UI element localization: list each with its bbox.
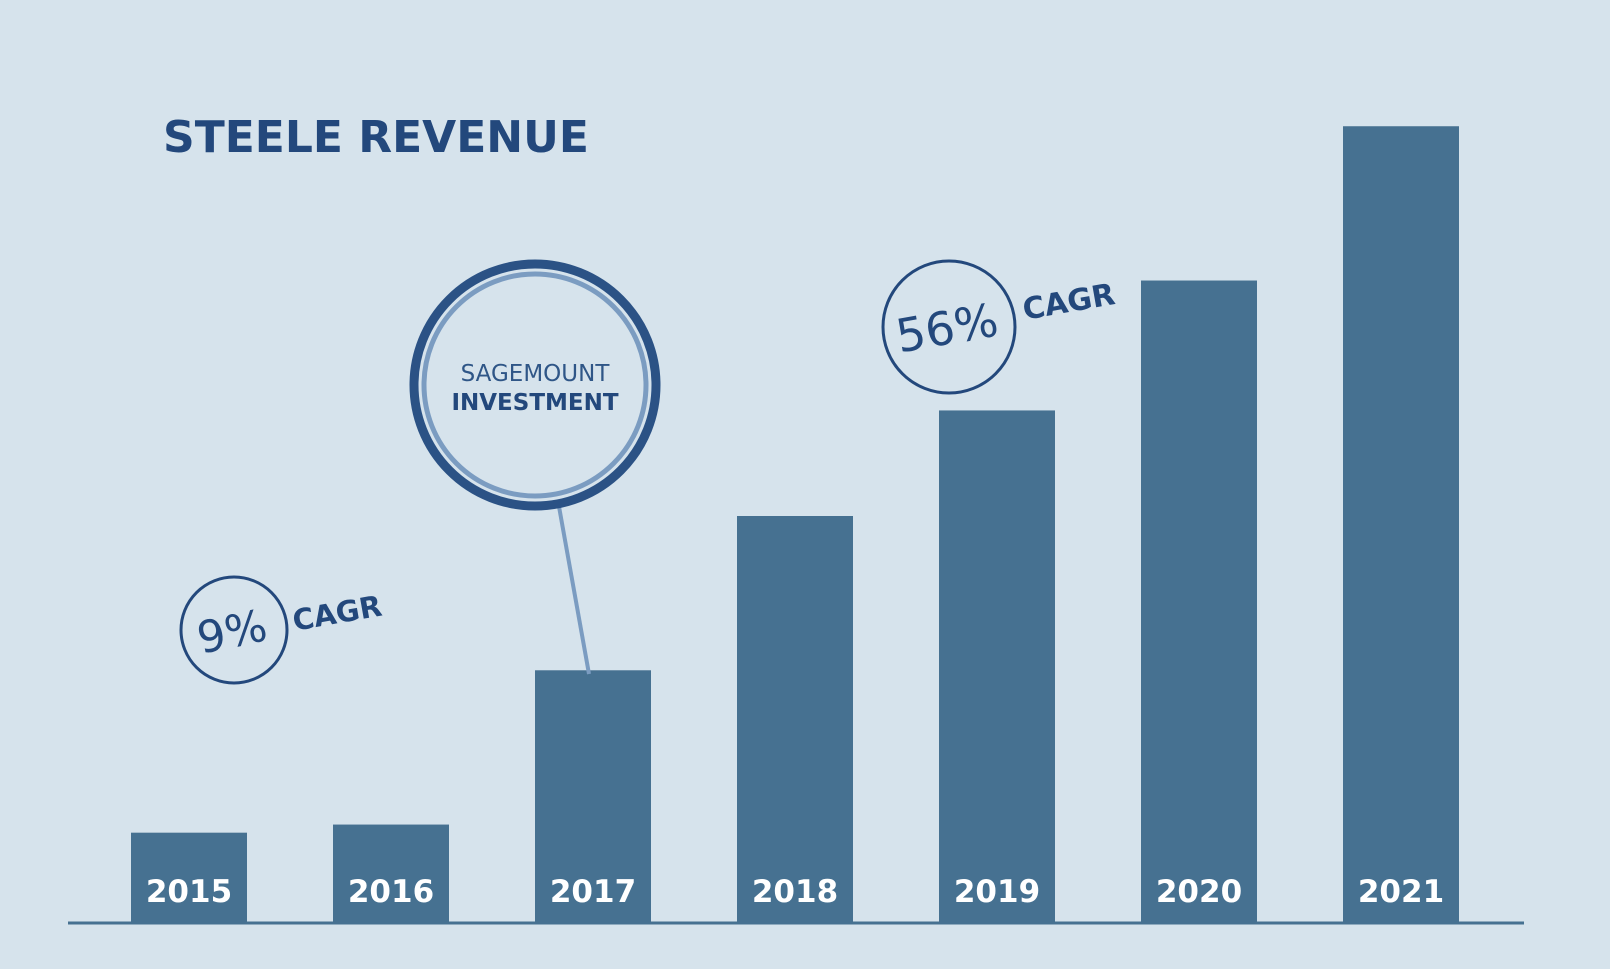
bar-label-2019: 2019 bbox=[954, 874, 1040, 910]
investment-label-line1: SAGEMOUNT bbox=[461, 361, 611, 387]
bar-2019 bbox=[939, 410, 1055, 922]
bar-label-2015: 2015 bbox=[146, 874, 232, 910]
cagr-late-circle bbox=[881, 259, 1017, 395]
investment-ring-inner bbox=[421, 271, 649, 499]
cagr-annotation-late: 56% CAGR bbox=[881, 259, 1118, 395]
cagr-late-label: CAGR bbox=[1020, 277, 1118, 328]
investment-callout: SAGEMOUNT INVESTMENT bbox=[409, 259, 661, 675]
bar-2021 bbox=[1343, 126, 1459, 923]
cagr-early-label: CAGR bbox=[290, 589, 384, 638]
bars-group: 2015 2016 2017 2018 2019 2020 2021 bbox=[131, 126, 1459, 923]
cagr-early-percent: 9% bbox=[193, 600, 272, 664]
bar-2020 bbox=[1141, 280, 1257, 922]
investment-label-line2: INVESTMENT bbox=[451, 390, 618, 416]
bar-label-2020: 2020 bbox=[1156, 874, 1242, 910]
bar-label-2017: 2017 bbox=[550, 874, 636, 910]
cagr-late-percent: 56% bbox=[892, 293, 1002, 364]
cagr-annotation-early: 9% CAGR bbox=[179, 575, 384, 685]
bar-2016 bbox=[333, 824, 449, 922]
investment-pointer-line bbox=[556, 500, 591, 675]
bar-2015 bbox=[131, 832, 247, 922]
bar-2017 bbox=[535, 670, 651, 922]
cagr-early-circle bbox=[179, 575, 289, 685]
bar-label-2021: 2021 bbox=[1358, 874, 1444, 910]
chart-title: STEELE REVENUE bbox=[163, 112, 589, 163]
bar-label-2018: 2018 bbox=[752, 874, 838, 910]
investment-ring-outer bbox=[409, 259, 661, 511]
bar-2018 bbox=[737, 516, 853, 922]
bar-label-2016: 2016 bbox=[348, 874, 434, 910]
